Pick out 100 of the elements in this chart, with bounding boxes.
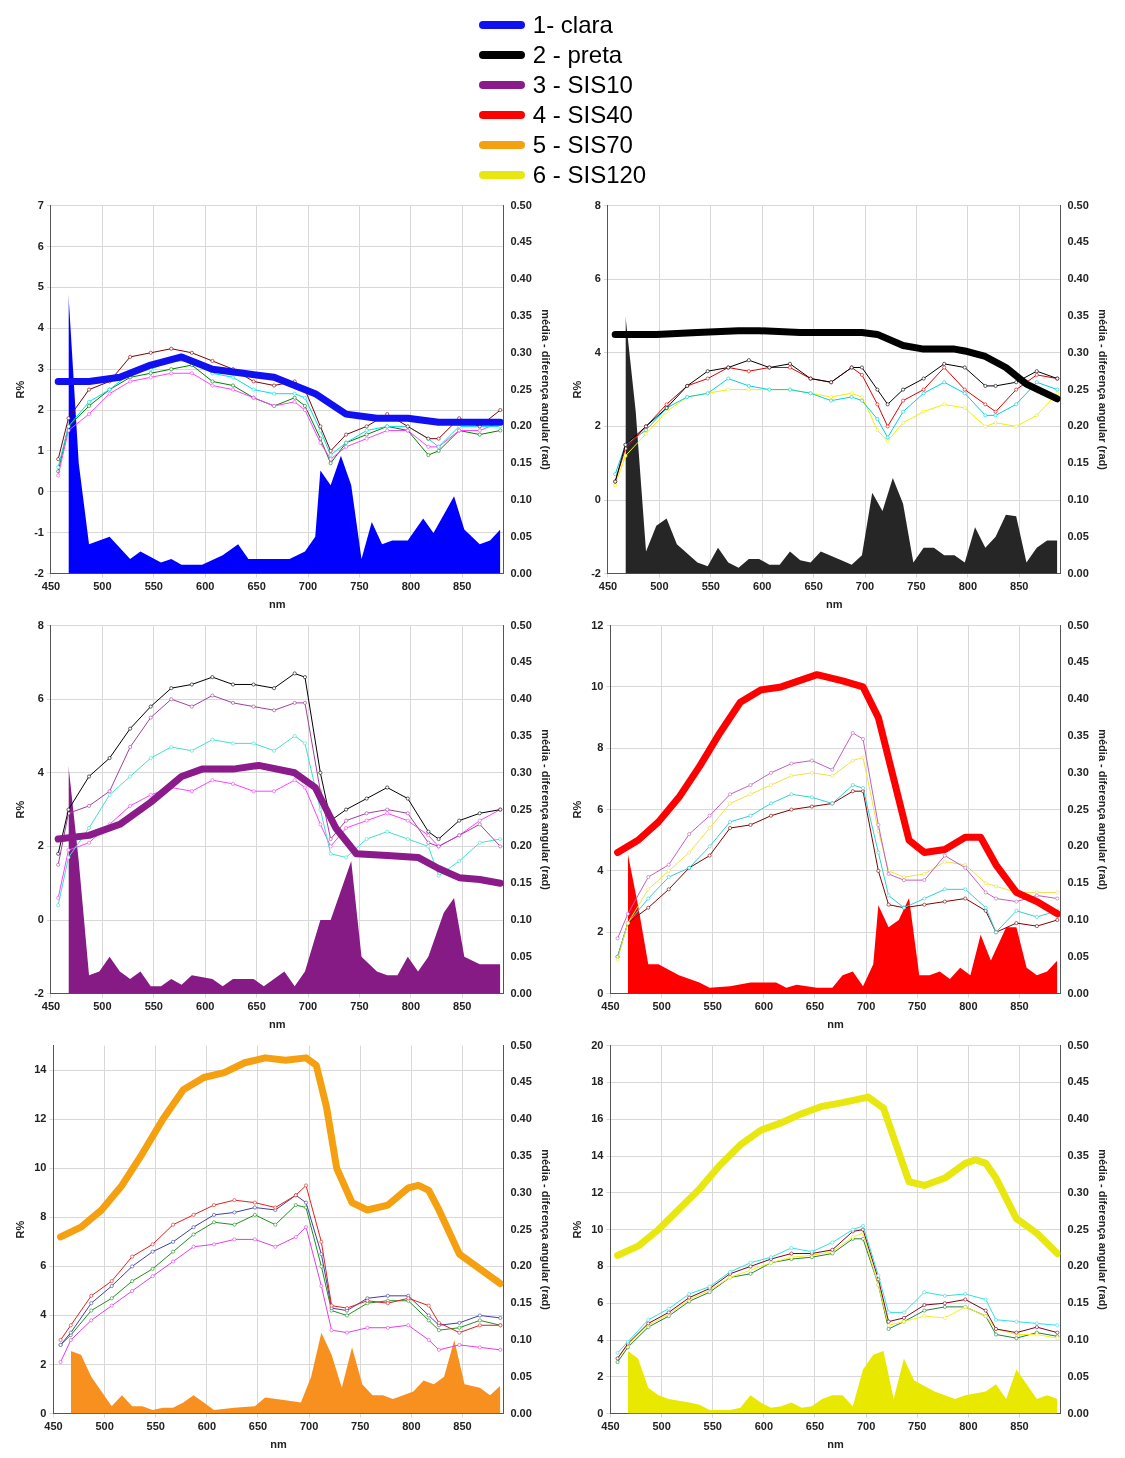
x-tick-label: 600: [196, 1000, 215, 1013]
y-tick-label: 12: [591, 618, 604, 631]
y-tick-label: 2: [594, 419, 601, 432]
x-tick-label: 750: [351, 1420, 370, 1433]
y2-tick-label: 0.45: [1067, 1075, 1089, 1088]
x-tick-label: 800: [401, 1000, 421, 1013]
x-tick-label: 650: [805, 1000, 825, 1013]
y2-tick-label: 0.00: [1067, 566, 1089, 579]
x-tick-label: 600: [753, 580, 772, 593]
y2-tick-label: 0.00: [510, 1406, 532, 1419]
y-tick-label: 6: [597, 802, 604, 815]
x-tick-label: 450: [41, 580, 61, 593]
y-tick-label: 0: [40, 1406, 47, 1419]
x-axis-title: nm: [825, 598, 843, 611]
text: 6 - SIS120: [532, 161, 647, 189]
y2-tick-label: 0.20: [1067, 1259, 1089, 1272]
y2-tick-label: 0.00: [1067, 986, 1089, 999]
y-tick-label: 12: [34, 1112, 47, 1125]
y-tick-label: 4: [597, 863, 605, 876]
x-tick-label: 450: [601, 1000, 620, 1013]
y-tick-label: 6: [594, 272, 601, 285]
y-tick-label: 6: [40, 1259, 47, 1272]
x-tick-label: 450: [44, 1420, 63, 1433]
x-tick-label: 750: [350, 1000, 369, 1013]
x-tick-label: 450: [41, 1000, 61, 1013]
y2-tick-label: 0.45: [510, 235, 532, 248]
x-tick-label: 600: [196, 580, 215, 593]
y-tick-label: 2: [40, 1357, 47, 1370]
x-tick-label: 750: [908, 1420, 927, 1433]
x-tick-label: 500: [652, 1000, 671, 1013]
y-tick-label: 8: [594, 198, 601, 211]
y2-axis-title: média - diferença angular (rad): [1097, 309, 1110, 471]
y2-tick-label: 0.40: [510, 692, 532, 705]
x-tick-label: 700: [298, 580, 318, 593]
y-tick-label: 4: [40, 1308, 48, 1321]
x-tick-label: 800: [401, 580, 421, 593]
x-tick-label: 850: [453, 580, 472, 593]
x-tick-label: 650: [248, 1420, 268, 1433]
x-tick-label: 700: [855, 580, 875, 593]
y-tick-label: -1: [34, 525, 44, 538]
y2-tick-label: 0.45: [1067, 235, 1089, 248]
y2-tick-label: 0.40: [510, 272, 532, 285]
y2-tick-label: 0.15: [1067, 1296, 1089, 1309]
x-tick-label: 550: [703, 1420, 722, 1433]
x-tick-label: 700: [299, 1420, 319, 1433]
x-tick-label: 600: [754, 1420, 774, 1433]
y2-tick-label: 0.50: [1067, 618, 1089, 631]
y-tick-label: 6: [597, 1296, 604, 1309]
x-tick-label: 700: [856, 1420, 876, 1433]
y2-tick-label: 0.00: [510, 566, 532, 579]
y2-axis-title: média - diferença angular (rad): [540, 729, 553, 891]
y2-tick-label: 0.15: [510, 1296, 532, 1309]
y2-tick-label: 0.40: [1067, 692, 1089, 705]
y-axis-title: R%: [570, 800, 583, 819]
x-tick-label: 850: [1010, 1000, 1029, 1013]
x-tick-label: 450: [601, 1420, 620, 1433]
y2-tick-label: 0.05: [1067, 529, 1089, 542]
y2-tick-label: 0.40: [1067, 272, 1089, 285]
y-axis-title: R%: [13, 800, 26, 819]
x-tick-label: 500: [93, 1000, 112, 1013]
x-tick-label: 550: [144, 1000, 163, 1013]
y-tick-label: 20: [591, 1038, 604, 1051]
y2-tick-label: 0.45: [1067, 655, 1089, 668]
y2-tick-label: 0.05: [1067, 1369, 1089, 1382]
y-tick-label: 8: [40, 1210, 47, 1223]
y2-tick-label: 0.25: [510, 382, 532, 395]
y2-tick-label: 0.35: [1067, 1149, 1089, 1162]
y-tick-label: 12: [591, 1185, 604, 1198]
y2-tick-label: 0.30: [1067, 1185, 1089, 1198]
y-tick-label: 2: [597, 925, 604, 938]
x-tick-label: 600: [197, 1420, 217, 1433]
y2-tick-label: 0.25: [1067, 802, 1089, 815]
x-tick-label: 700: [298, 1000, 318, 1013]
y2-tick-label: 0.25: [510, 802, 532, 815]
y2-tick-label: 0.10: [510, 1333, 532, 1346]
x-axis-title: nm: [270, 1438, 287, 1451]
legend-label: 2 - preta: [532, 41, 623, 69]
y2-tick-label: 0.35: [510, 309, 532, 322]
y2-tick-label: 0.00: [510, 986, 532, 999]
legend-label: 3 - SIS10: [532, 71, 633, 99]
y-tick-label: -2: [34, 986, 44, 999]
y2-tick-label: 0.10: [1067, 493, 1089, 506]
y2-tick-label: 0.15: [510, 456, 532, 469]
x-axis-title: nm: [268, 1018, 286, 1031]
y-tick-label: 14: [591, 1149, 605, 1162]
x-tick-label: 650: [804, 580, 823, 593]
y-tick-label: 8: [37, 618, 44, 631]
x-tick-label: 550: [703, 1000, 722, 1013]
y-tick-label: 4: [37, 321, 45, 334]
y-tick-label: 5: [37, 280, 44, 293]
x-tick-label: 650: [247, 1000, 266, 1013]
x-tick-label: 500: [650, 580, 669, 593]
y-tick-label: 10: [591, 1222, 604, 1235]
x-tick-label: 750: [908, 1000, 927, 1013]
y-tick-label: 4: [37, 765, 45, 778]
y2-tick-label: 0.45: [510, 1075, 532, 1088]
y2-tick-label: 0.15: [1067, 876, 1089, 889]
y2-tick-label: 0.10: [510, 493, 532, 506]
y-tick-label: 7: [37, 198, 44, 211]
y2-tick-label: 0.05: [510, 1369, 532, 1382]
